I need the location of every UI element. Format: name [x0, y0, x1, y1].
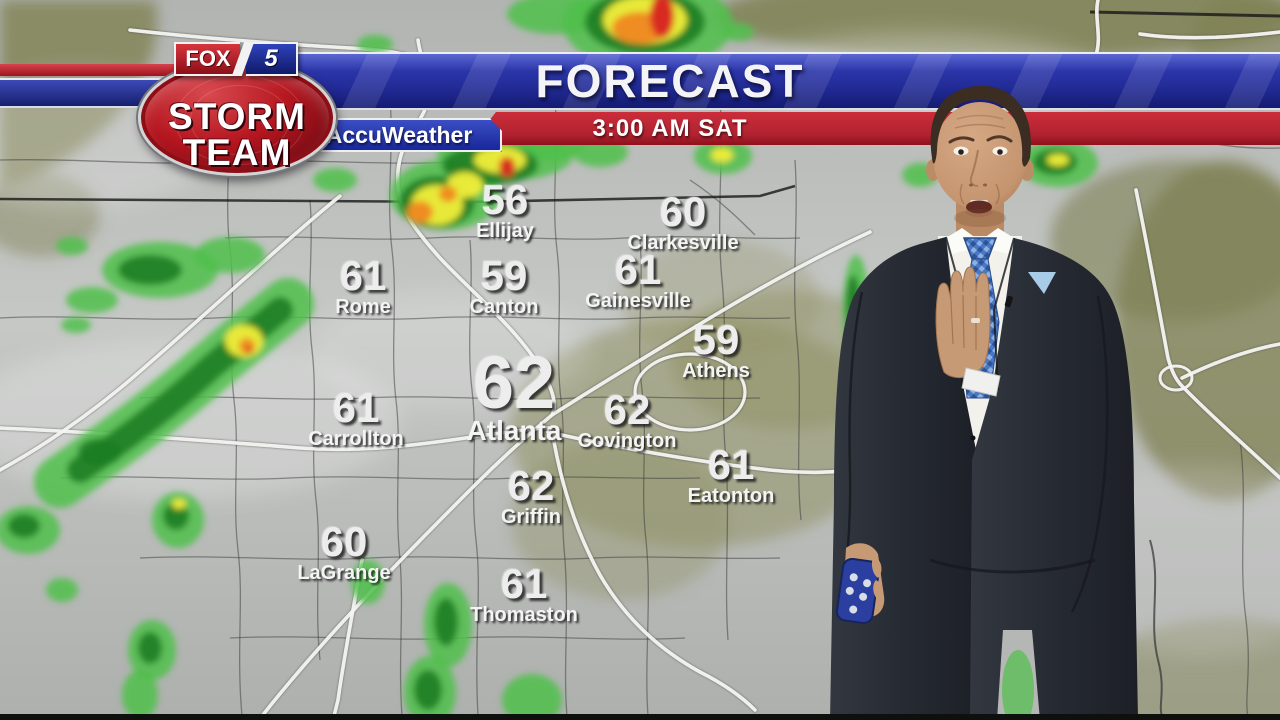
- station-temp: 62: [603, 386, 651, 433]
- fox-network-text: FOX: [174, 42, 240, 76]
- forecast-title: FORECAST: [535, 55, 805, 107]
- logo-storm-text: STORM: [168, 96, 306, 137]
- pocket-square: [1028, 272, 1056, 294]
- station-city: Atlanta: [466, 415, 562, 446]
- map-station: 56 Ellijay: [476, 176, 534, 243]
- station-city: Rome: [335, 296, 391, 318]
- map-station: 59 Canton: [469, 252, 539, 319]
- station-temp: 60: [320, 518, 368, 565]
- station-temp: 61: [614, 246, 662, 293]
- lapel-microphone: [1004, 295, 1013, 308]
- fox5-badge: FOX 5: [174, 42, 298, 76]
- station-city: Covington: [577, 430, 677, 452]
- map-station: 61 Eatonton: [687, 441, 775, 508]
- map-station: 60 Clarkesville: [627, 188, 739, 255]
- station-city: Clarkesville: [627, 232, 739, 254]
- logo-team-text: TEAM: [182, 132, 292, 173]
- station-city: Gainesville: [585, 290, 691, 312]
- station-city: Athens: [682, 360, 750, 382]
- station-temp: 59: [480, 252, 528, 299]
- presenter-raised-hand: [935, 266, 1001, 397]
- station-city: Thomaston: [470, 604, 578, 626]
- map-station: 61 Carrollton: [308, 384, 404, 451]
- bottom-edge-bar: [0, 714, 1280, 720]
- time-banner: [470, 112, 1280, 145]
- presenter-hair: [930, 85, 1031, 167]
- station-temp: 59: [692, 316, 740, 363]
- county-borders: [0, 97, 1280, 717]
- map-station: 61 Thomaston: [470, 560, 578, 627]
- leg-gap: [997, 630, 1040, 720]
- station-city: Griffin: [501, 506, 561, 528]
- forecast-banner: [290, 52, 1280, 110]
- map-station: 61 Gainesville: [585, 246, 691, 313]
- storm-team-logo: STORM TEAM FOX 5: [138, 34, 336, 176]
- station-temp: 56: [481, 176, 529, 223]
- station-temp: 60: [659, 188, 707, 235]
- map-station: 61 Rome: [335, 252, 391, 319]
- station-temp: 62: [472, 341, 556, 424]
- map-station: 59 Athens: [682, 316, 750, 383]
- logo-oval: STORM TEAM: [138, 60, 336, 176]
- state-border: [0, 10, 1280, 204]
- station-temp: 61: [332, 384, 380, 431]
- forecast-time: 3:00 AM SAT: [592, 115, 748, 142]
- map-station: 62 Atlanta: [466, 341, 562, 446]
- station-city: Eatonton: [687, 485, 775, 507]
- map-station: 62 Griffin: [501, 462, 561, 529]
- station-temp: 62: [507, 462, 555, 509]
- presenter-head: [926, 85, 1034, 227]
- station-temp: 61: [339, 252, 387, 299]
- radar-precipitation: [0, 0, 1098, 720]
- map-station: 62 Covington: [577, 386, 677, 453]
- presenter-clicker-hand: [835, 543, 885, 625]
- map-station: 60 LaGrange: [297, 518, 391, 585]
- channel-number-text: 5: [246, 42, 298, 76]
- station-city: Canton: [469, 296, 539, 318]
- station-city: Ellijay: [476, 220, 534, 242]
- station-city: LaGrange: [297, 562, 391, 584]
- station-city: Carrollton: [308, 428, 404, 450]
- station-temp: 61: [707, 441, 755, 488]
- station-temp: 61: [500, 560, 548, 607]
